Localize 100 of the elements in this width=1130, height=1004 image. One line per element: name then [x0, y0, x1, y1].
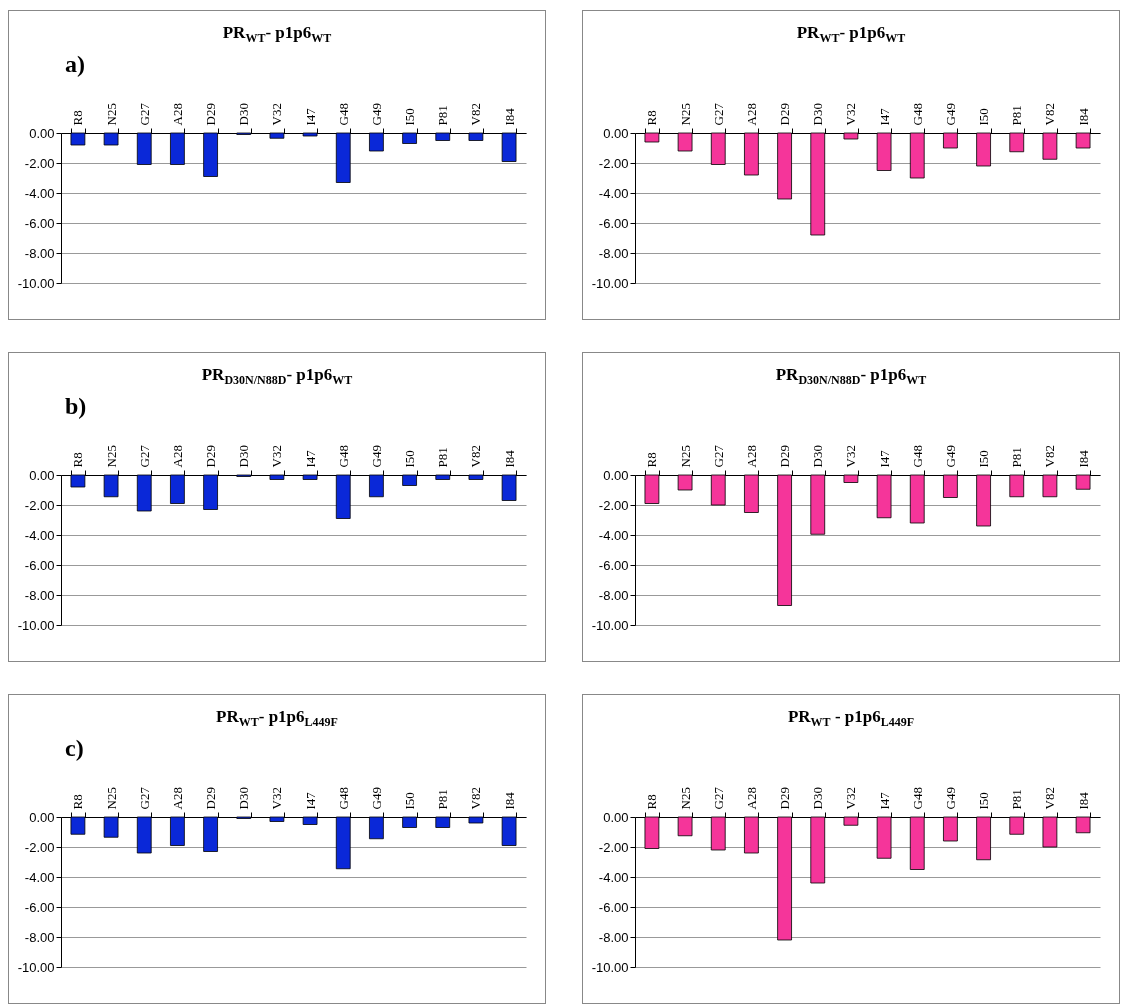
text: c) [65, 735, 84, 762]
x-tick-label: I84 [1075, 107, 1091, 126]
y-tick-label: 0.00 [29, 467, 55, 483]
x-tick-label: V82 [1042, 445, 1058, 468]
x-tick-label: D30 [236, 445, 252, 468]
x-tick-label: A28 [169, 445, 185, 468]
x-tick-label: V32 [843, 103, 859, 126]
x-tick-label: D29 [777, 787, 793, 810]
x-tick-label: N25 [103, 103, 119, 126]
x-tick-label: R8 [70, 794, 86, 810]
y-tick-label: -2.00 [598, 155, 629, 171]
y-tick-label: -6.00 [598, 899, 629, 915]
x-tick-label: A28 [743, 787, 759, 810]
x-tick-label: I47 [876, 791, 892, 810]
x-tick-label: G27 [710, 102, 726, 126]
x-tick-label: P81 [435, 447, 451, 468]
x-tick-label: G48 [909, 445, 925, 468]
x-tick-label: I84 [1075, 791, 1091, 810]
x-tick-label: I50 [976, 108, 992, 126]
x-tick-label: P81 [1009, 105, 1025, 126]
x-tick-label: D30 [810, 787, 826, 810]
x-tick-label: I50 [402, 450, 418, 468]
x-tick-label: I47 [876, 449, 892, 468]
x-tick-label: G48 [909, 103, 925, 126]
y-tick-label: 0.00 [603, 467, 629, 483]
x-tick-label: R8 [644, 452, 660, 468]
x-tick-label: G49 [368, 103, 384, 126]
chart-title: PR$_{WT}$- p1p6$_{L449F}$ [215, 707, 339, 731]
x-tick-label: D29 [203, 787, 219, 810]
x-tick-label: G27 [136, 786, 152, 810]
x-tick-label: G27 [710, 444, 726, 468]
x-tick-label: G49 [942, 103, 958, 126]
x-tick-label: D29 [777, 103, 793, 126]
x-tick-label: V82 [468, 445, 484, 468]
chart-title: PR$_{D30N/N88D}$- p1p6$_{WT}$ [774, 365, 928, 389]
x-tick-label: N25 [677, 103, 693, 126]
y-tick-label: 0.00 [603, 809, 629, 825]
x-tick-label: D30 [236, 103, 252, 126]
y-tick-label: -10.00 [17, 959, 55, 975]
x-tick-label: I50 [402, 108, 418, 126]
y-tick-label: 0.00 [29, 125, 55, 141]
y-tick-label: -2.00 [598, 497, 629, 513]
x-tick-label: D30 [810, 445, 826, 468]
chart-title: PR$_{D30N/N88D}$- p1p6$_{WT}$ [200, 365, 354, 389]
y-tick-label: -8.00 [24, 929, 55, 945]
x-tick-label: N25 [103, 787, 119, 810]
x-tick-label: V32 [269, 787, 285, 810]
x-tick-label: D29 [777, 445, 793, 468]
x-tick-label: I50 [976, 450, 992, 468]
y-tick-label: -4.00 [598, 869, 629, 885]
x-tick-label: V32 [269, 445, 285, 468]
x-tick-label: G48 [335, 445, 351, 468]
y-tick-label: -8.00 [598, 929, 629, 945]
x-tick-label: P81 [1009, 447, 1025, 468]
x-tick-label: D30 [236, 787, 252, 810]
x-tick-label: I84 [501, 107, 517, 126]
x-tick-label: A28 [169, 103, 185, 126]
x-tick-label: V82 [468, 787, 484, 810]
y-tick-label: -6.00 [24, 557, 55, 573]
x-tick-label: N25 [677, 445, 693, 468]
x-tick-label: I47 [302, 449, 318, 468]
y-tick-label: -8.00 [598, 245, 629, 261]
y-tick-label: -2.00 [24, 497, 55, 513]
x-tick-label: V32 [843, 787, 859, 810]
y-tick-label: -4.00 [598, 527, 629, 543]
y-tick-label: -4.00 [598, 185, 629, 201]
y-tick-label: -10.00 [591, 275, 629, 291]
x-tick-label: V82 [468, 103, 484, 126]
x-tick-label: G49 [368, 787, 384, 810]
x-tick-label: I47 [876, 107, 892, 126]
y-tick-label: 0.00 [29, 809, 55, 825]
x-tick-label: G48 [335, 103, 351, 126]
x-tick-label: A28 [743, 103, 759, 126]
x-tick-label: D29 [203, 103, 219, 126]
y-tick-label: -10.00 [17, 275, 55, 291]
y-tick-label: -6.00 [598, 557, 629, 573]
x-tick-label: N25 [677, 787, 693, 810]
x-tick-label: G27 [136, 444, 152, 468]
y-tick-label: -6.00 [24, 215, 55, 231]
chart-title: PR$_{WT}$- p1p6$_{WT}$ [795, 23, 907, 47]
y-tick-label: -10.00 [17, 617, 55, 633]
y-tick-label: -8.00 [598, 587, 629, 603]
x-tick-label: I47 [302, 107, 318, 126]
x-tick-label: I84 [1075, 449, 1091, 468]
y-tick-label: -2.00 [598, 839, 629, 855]
x-tick-label: G27 [136, 102, 152, 126]
x-tick-label: I50 [976, 792, 992, 810]
x-tick-label: V82 [1042, 787, 1058, 810]
y-tick-label: -2.00 [24, 839, 55, 855]
x-tick-label: R8 [70, 452, 86, 468]
x-tick-label: P81 [1009, 789, 1025, 810]
x-tick-label: R8 [644, 794, 660, 810]
x-tick-label: G48 [335, 787, 351, 810]
y-tick-label: -6.00 [24, 899, 55, 915]
x-tick-label: R8 [644, 110, 660, 126]
x-tick-label: I50 [402, 792, 418, 810]
y-tick-label: -2.00 [24, 155, 55, 171]
x-tick-label: A28 [169, 787, 185, 810]
chart-title: PR$_{WT}$- p1p6$_{WT}$ [221, 23, 333, 47]
text: a) [65, 51, 85, 78]
